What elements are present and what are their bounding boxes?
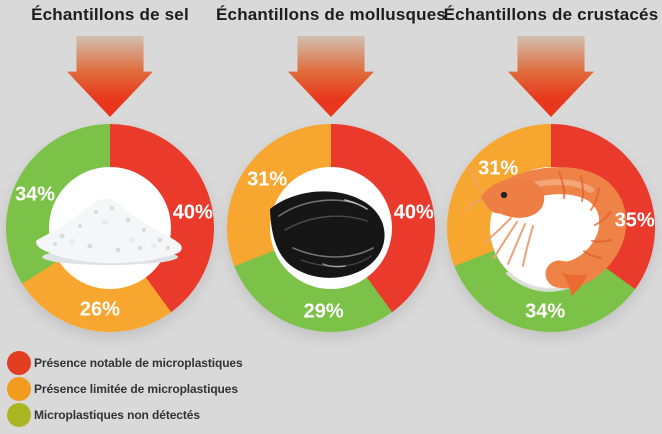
segment-percent-label: 34% bbox=[15, 183, 56, 206]
segment-percent-label: 40% bbox=[393, 201, 434, 224]
chart-crustaces: Échantillons de crustacés bbox=[436, 0, 662, 345]
segment-percent-label: 35% bbox=[614, 209, 655, 232]
legend-swatch-red bbox=[7, 351, 31, 375]
chart-title-mollusques: Échantillons de mollusques bbox=[216, 5, 447, 24]
shrimp-on-plate-image bbox=[466, 167, 627, 296]
down-arrow-icon bbox=[288, 36, 374, 117]
donut-chart-crustaces: 35% 34% 31% bbox=[447, 124, 655, 332]
down-arrow-icon bbox=[67, 36, 153, 117]
donut-chart-mollusques: 40% 29% 31% bbox=[227, 124, 435, 332]
legend-item-limitee: Présence limitée de microplastiques bbox=[7, 376, 243, 402]
down-arrow-icon bbox=[508, 36, 594, 117]
legend-label: Présence limitée de microplastiques bbox=[34, 382, 238, 396]
legend: Présence notable de microplastiques Prés… bbox=[7, 350, 243, 428]
legend-label: Microplastiques non détectés bbox=[34, 408, 200, 422]
segment-percent-label: 26% bbox=[79, 298, 120, 321]
segment-percent-label: 40% bbox=[172, 201, 213, 224]
chart-title-crustaces: Échantillons de crustacés bbox=[443, 5, 659, 24]
segment-percent-label: 31% bbox=[478, 157, 519, 180]
chart-title-sel: Échantillons de sel bbox=[31, 5, 189, 24]
legend-label: Présence notable de microplastiques bbox=[34, 356, 243, 370]
legend-swatch-orange bbox=[7, 377, 31, 401]
salt-pile-image bbox=[36, 198, 182, 265]
chart-mollusques: Échantillons de mollusques 40% 29% 31% bbox=[216, 0, 446, 345]
segment-percent-label: 29% bbox=[303, 300, 344, 323]
chart-sel: Échantillons de sel 40% 26% 34% bbox=[0, 0, 225, 345]
donut-chart-sel: 40% 26% 34% bbox=[6, 124, 214, 332]
segment-percent-label: 31% bbox=[247, 168, 288, 191]
mussel-shell-image bbox=[270, 191, 385, 278]
legend-item-non-detectes: Microplastiques non détectés bbox=[7, 402, 243, 428]
legend-item-notable: Présence notable de microplastiques bbox=[7, 350, 243, 376]
segment-percent-label: 34% bbox=[525, 300, 566, 323]
legend-swatch-green bbox=[7, 403, 31, 427]
